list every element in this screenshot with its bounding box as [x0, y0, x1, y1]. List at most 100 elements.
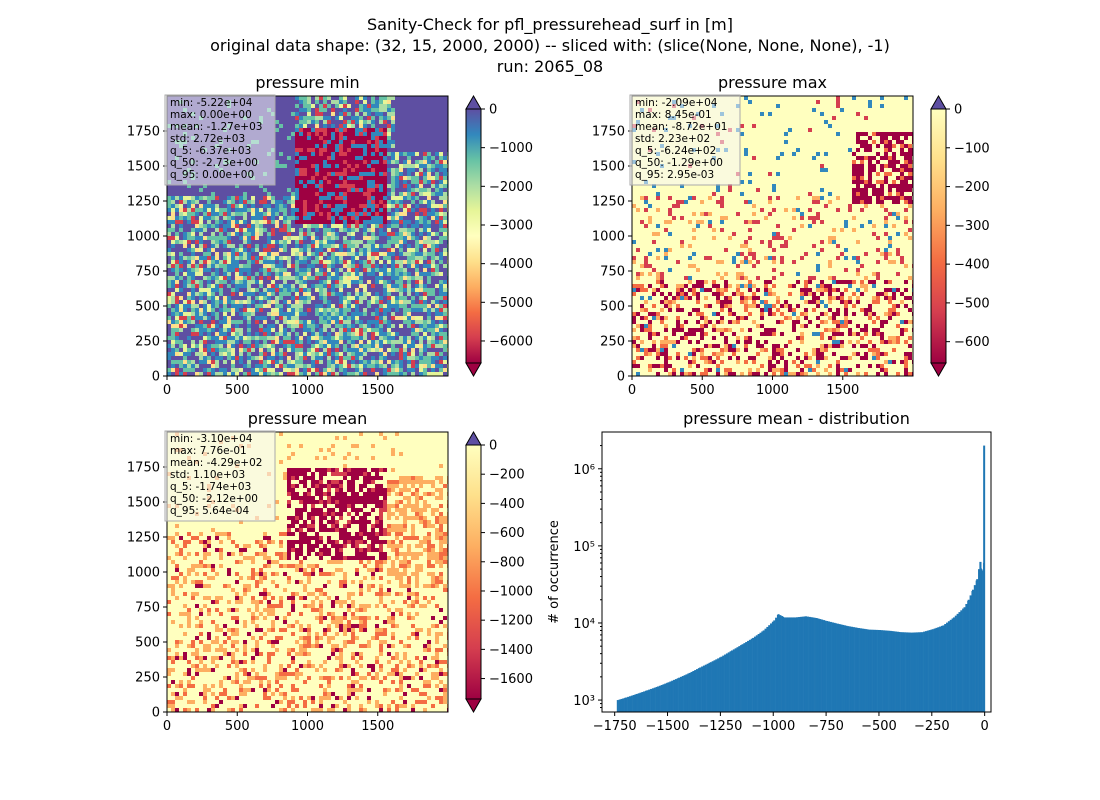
histogram-bar — [939, 626, 942, 712]
stat-mean: mean: -1.27e+03 — [170, 121, 262, 133]
histogram-bar — [905, 632, 908, 712]
axis-ticks: 0 500 1000 1500 0 250 500 750 1000 1250 1500 1750 — [127, 461, 394, 735]
histogram-bar — [946, 622, 949, 712]
histogram-bar — [971, 591, 973, 712]
colorbar-tick-label: 0 — [489, 103, 497, 118]
colorbar-tick-label: −400 — [954, 258, 990, 273]
histogram-bar — [903, 632, 906, 712]
colorbar-tick-label: −1600 — [489, 672, 533, 687]
histogram-bar — [701, 666, 704, 712]
y-axis-label: # of occurrence — [547, 520, 562, 624]
histogram-bar — [912, 632, 915, 712]
histogram-bar — [891, 631, 894, 712]
histogram-bar — [674, 679, 678, 712]
colorbar-tick-label: −500 — [954, 296, 990, 311]
y-tick-label: 1000 — [127, 566, 160, 581]
histogram-bar — [898, 631, 901, 712]
histogram-bar — [826, 621, 829, 712]
y-tick-label: 750 — [135, 265, 160, 280]
histogram-bar — [952, 617, 956, 712]
histogram-bar — [983, 445, 986, 712]
stat-min: min: -5.22e+04 — [170, 97, 253, 109]
y-tick-label: 250 — [135, 335, 160, 350]
x-tick-label: 0 — [163, 719, 171, 734]
histogram-bar — [722, 655, 725, 712]
histogram-bar — [719, 657, 721, 712]
x-tick-label: 500 — [225, 383, 250, 398]
colorbar-tick-label: −5000 — [489, 296, 533, 311]
histogram-bar — [646, 690, 649, 712]
histogram-bar — [730, 650, 734, 712]
histogram-bar — [965, 603, 968, 712]
histogram-bar — [627, 696, 630, 712]
histogram-bar — [697, 668, 700, 712]
histogram-bar — [747, 640, 750, 712]
histogram-bar — [835, 623, 837, 712]
stat-q5: q_5: -6.24e+02 — [635, 145, 716, 157]
y-tick-label: 1000 — [592, 230, 625, 245]
histogram-bar — [973, 585, 976, 712]
histogram-bar — [727, 652, 730, 712]
histogram-bar — [750, 638, 753, 712]
histogram-bar — [857, 628, 860, 712]
stat-q95: q_95: 0.00e+00 — [170, 169, 254, 181]
histogram-bar — [933, 628, 936, 712]
histogram-bar — [849, 626, 852, 712]
histogram-bar — [854, 627, 857, 712]
x-tick-label: 0 — [163, 383, 171, 398]
stats-box-background — [164, 94, 276, 186]
histogram-bar — [706, 663, 709, 712]
histogram-bar — [734, 648, 737, 712]
stat-q5: q_5: -1.74e+03 — [170, 481, 251, 493]
colorbar-tick-label: −100 — [954, 141, 990, 156]
histogram-bar — [979, 561, 982, 712]
histogram-bar — [759, 632, 762, 712]
histogram-bar — [808, 616, 811, 712]
histogram-bar — [796, 617, 799, 712]
histogram-bar — [655, 686, 658, 712]
histogram-bar — [656, 686, 660, 712]
histogram-bar — [882, 630, 885, 712]
histogram-bar — [641, 692, 644, 712]
histogram-bar — [669, 681, 672, 712]
histogram-bar — [875, 629, 878, 712]
histogram-bar — [777, 614, 780, 712]
colorbar-tick-label: −300 — [954, 219, 990, 234]
colorbar-tick-label: 0 — [489, 439, 497, 454]
panel-distribution: pressure mean - distribution −1750 −1500−… — [547, 409, 992, 734]
histogram-bar — [770, 623, 773, 712]
colorbar-tick-label: 0 — [954, 103, 962, 118]
histogram-bar — [676, 678, 679, 712]
histogram-bar — [827, 621, 831, 712]
y-tick-label: 500 — [600, 300, 625, 315]
histogram-bar — [944, 624, 947, 712]
histogram-bar — [803, 616, 806, 712]
y-tick-label: 250 — [600, 335, 625, 350]
figure-title-line-2: original data shape: (32, 15, 2000, 2000… — [210, 36, 890, 55]
stat-mean: mean: -4.29e+02 — [170, 457, 262, 469]
colorbar-extend-bottom — [465, 362, 482, 378]
colorbar-gradient — [465, 444, 482, 700]
panel-title: pressure min — [255, 73, 359, 92]
panel-pressure-min: pressure min 0 500 1000 1500 0 250 500 750 1000 1… — [127, 73, 533, 398]
histogram-bar — [664, 683, 667, 712]
colorbar-tick-label: −4000 — [489, 257, 533, 272]
x-tick-label: −250 — [914, 719, 950, 734]
histogram-bar — [935, 627, 938, 712]
histogram-bar — [713, 660, 716, 712]
y-tick-label: 750 — [600, 265, 625, 280]
x-tick-label: 0 — [628, 383, 636, 398]
histogram-bar — [738, 646, 741, 712]
colorbar-ticks: 0 −200 −400 −600 −800 −1000 −1200 −1400 −1600 — [481, 439, 533, 687]
histogram-bar — [896, 631, 900, 712]
histogram-bar — [630, 695, 633, 712]
histogram-bar — [954, 615, 957, 712]
histogram-bar — [852, 627, 855, 712]
histogram-bar — [914, 632, 917, 712]
histogram-bar — [956, 613, 959, 712]
histogram-bar — [951, 618, 954, 712]
histogram-bar — [888, 630, 890, 712]
stat-std: std: 1.10e+03 — [170, 469, 245, 481]
axis-ticks: 0 500 1000 1500 0 250 500 750 1000 1250 1500 1750 — [592, 125, 859, 399]
stat-q5: q_5: -6.37e+03 — [170, 145, 251, 157]
